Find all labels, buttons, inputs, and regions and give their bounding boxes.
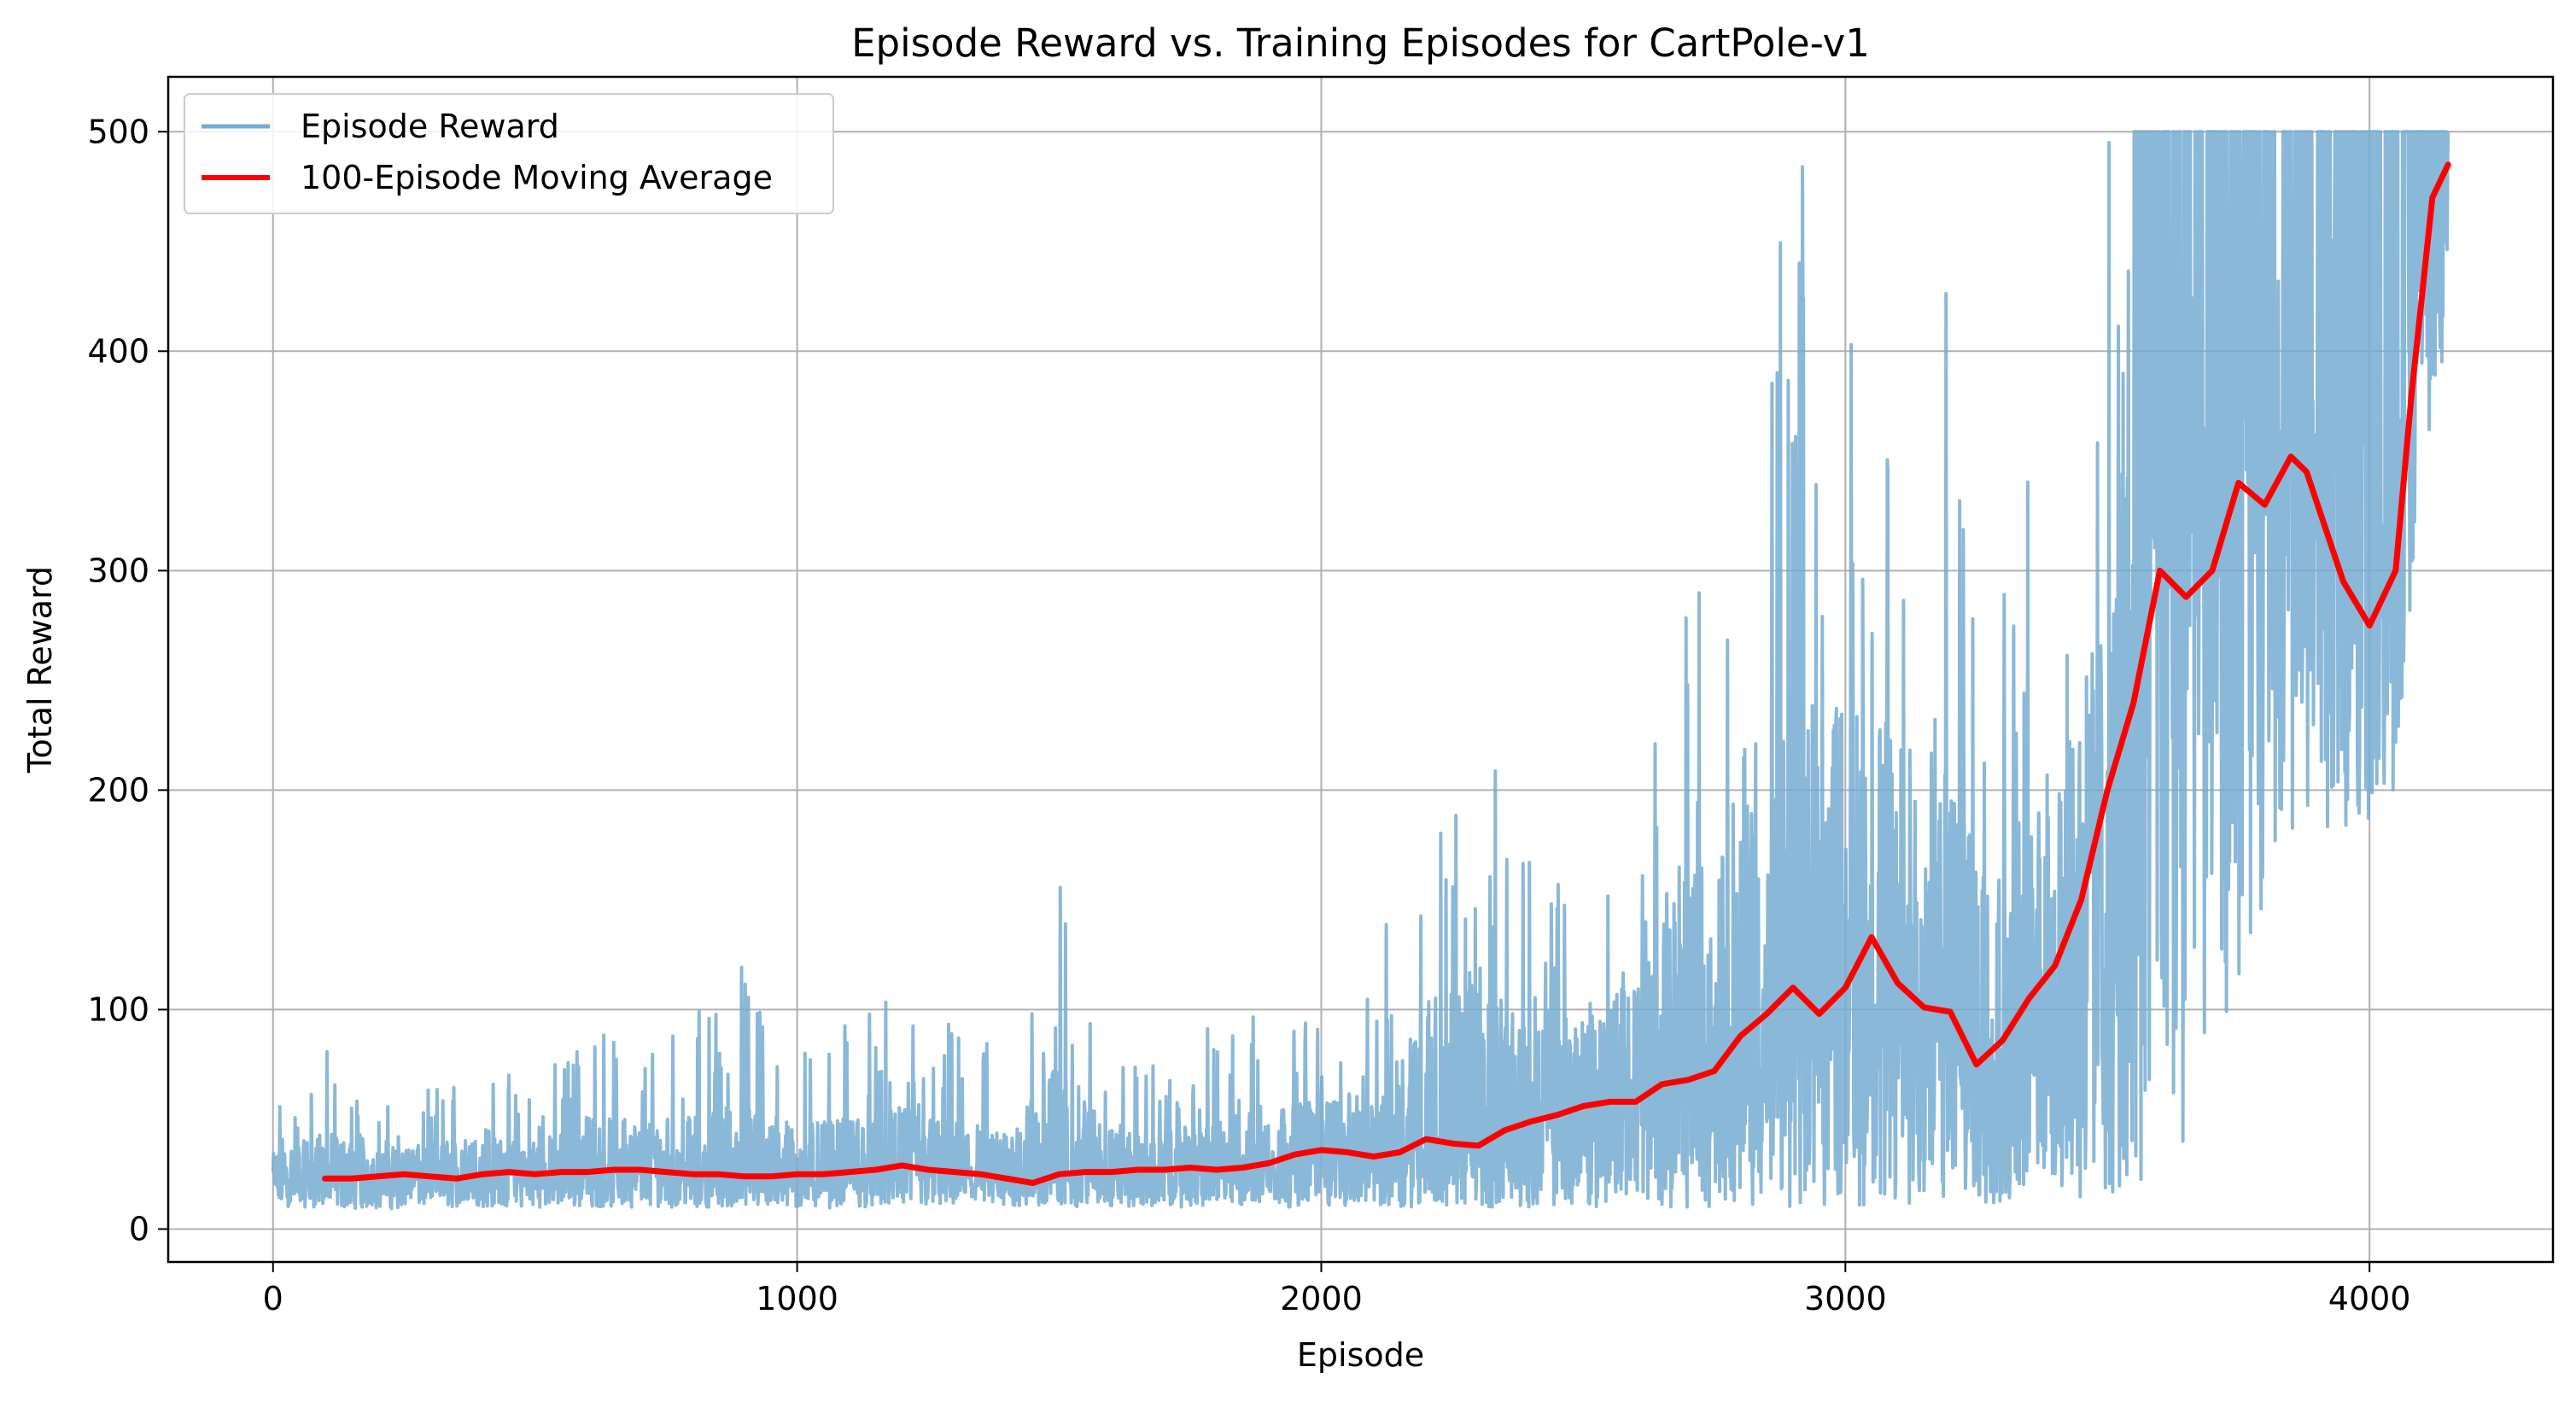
- moving-average-line: [322, 161, 2451, 1186]
- legend-box: [184, 93, 834, 214]
- legend-label-moving-average: 100-Episode Moving Average: [301, 159, 773, 196]
- y-axis: 0 100 200 300 400 500: [87, 113, 168, 1247]
- legend-label-episode-reward: Episode Reward: [301, 108, 559, 145]
- x-tick-label: 4000: [2328, 1280, 2411, 1317]
- y-tick-label: 400: [87, 332, 149, 370]
- x-tick-label: 2000: [1280, 1280, 1363, 1317]
- x-tick-label: 0: [263, 1280, 283, 1317]
- y-tick-label: 300: [87, 552, 149, 589]
- y-tick-label: 100: [87, 990, 149, 1028]
- episode-reward-line: [271, 130, 2450, 1211]
- y-tick-label: 0: [129, 1210, 149, 1247]
- chart-title: Episode Reward vs. Training Episodes for…: [851, 20, 1870, 66]
- plot-frame: [166, 75, 2555, 1264]
- y-axis-label: Total Reward: [21, 566, 59, 774]
- y-tick-label: 200: [87, 771, 149, 809]
- x-axis: 0 1000 2000 3000 4000: [263, 1262, 2411, 1317]
- x-tick-label: 1000: [756, 1280, 838, 1317]
- x-axis-label: Episode: [1297, 1336, 1424, 1374]
- plot-area: [271, 130, 2451, 1211]
- legend: Episode Reward 100-Episode Moving Averag…: [184, 93, 834, 214]
- y-tick-label: 500: [87, 113, 149, 150]
- x-tick-label: 3000: [1804, 1280, 1887, 1317]
